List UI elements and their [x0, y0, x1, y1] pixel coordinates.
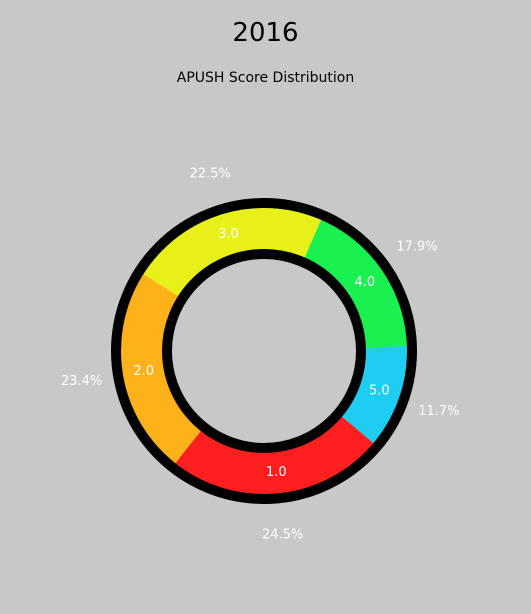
donut-slice-2.0 [116, 271, 204, 468]
slice-label-3.0: 3.0 [218, 227, 239, 242]
slice-percent-2.0: 23.4% [61, 374, 102, 389]
donut-slice-4.0 [302, 215, 412, 348]
slice-percent-3.0: 22.5% [189, 167, 230, 182]
slice-label-1.0: 1.0 [266, 465, 287, 480]
slice-label-4.0: 4.0 [355, 275, 376, 290]
slice-percent-5.0: 11.7% [418, 404, 459, 419]
outer-ring-border [111, 198, 417, 504]
donut-slice-1.0 [172, 413, 378, 499]
slice-label-5.0: 5.0 [369, 383, 390, 398]
inner-ring-border [162, 249, 366, 453]
chart-subtitle: APUSH Score Distribution [176, 70, 355, 86]
chart-title: 2016 [232, 18, 299, 48]
slice-percent-1.0: 24.5% [262, 528, 303, 543]
donut-slice-3.0 [139, 203, 324, 299]
slice-percent-4.0: 17.9% [396, 239, 437, 254]
slice-label-2.0: 2.0 [133, 364, 154, 379]
